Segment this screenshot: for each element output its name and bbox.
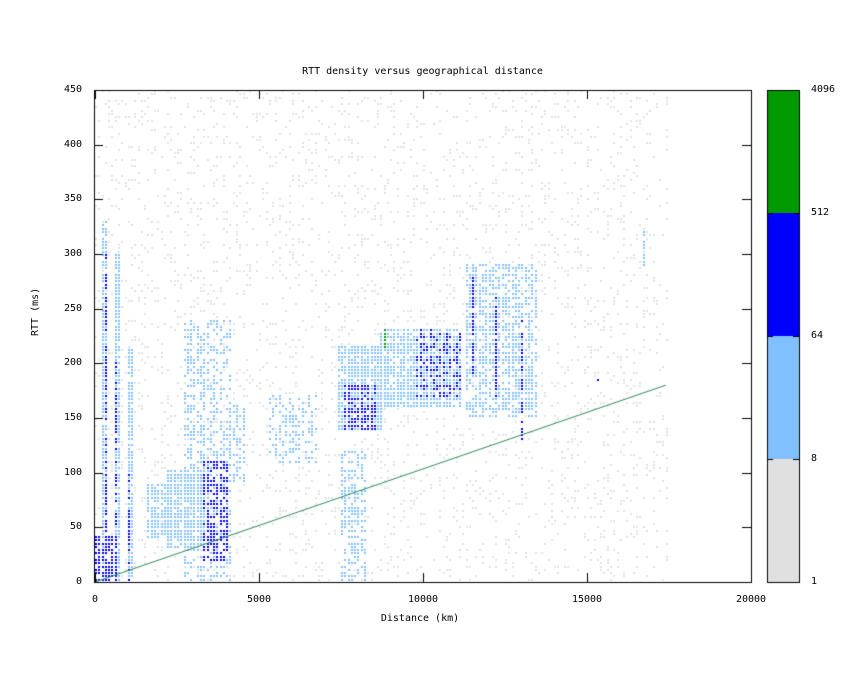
y-tick-label: 400 <box>63 138 82 150</box>
y-tick-label: 350 <box>63 193 82 205</box>
y-tick-label: 100 <box>63 466 82 478</box>
colorbar-tick-label: 4096 <box>811 84 836 95</box>
x-tick-label: 0 <box>91 594 99 605</box>
y-tick-label: 450 <box>63 84 82 95</box>
y-axis-label: RTT (ms) <box>30 287 41 336</box>
x-tick-label: 10000 <box>407 594 439 605</box>
x-tick-label: 20000 <box>735 594 767 605</box>
y-tick-label: 0 <box>75 576 82 587</box>
x-tick-label: 15000 <box>571 594 603 605</box>
y-tick-label: 250 <box>63 302 82 314</box>
y-tick-label: 300 <box>63 248 82 259</box>
y-tick-label: 150 <box>63 412 82 423</box>
x-axis-label: Distance (km) <box>380 613 460 624</box>
colorbar-tick-label: 64 <box>811 330 824 341</box>
x-tick-label: 5000 <box>246 594 272 605</box>
colorbar-tick-label: 1 <box>811 576 818 587</box>
y-tick-label: 50 <box>69 521 82 533</box>
colorbar-tick-label: 512 <box>811 207 830 218</box>
colorbar-tick-label: 8 <box>811 453 818 464</box>
y-tick-label: 200 <box>63 357 82 369</box>
